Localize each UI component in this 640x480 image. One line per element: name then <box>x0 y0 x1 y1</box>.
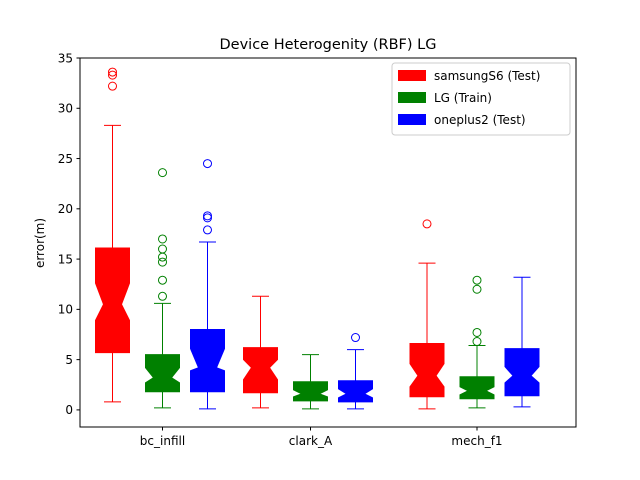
y-tick-label: 25 <box>58 152 73 166</box>
outlier-point <box>472 327 482 337</box>
box-mech_f1-1 <box>459 275 495 409</box>
outlier-point <box>108 67 117 77</box>
chart-title: Device Heterogenity (RBF) LG <box>220 37 437 53</box>
outlier-point <box>108 70 117 80</box>
legend: samsungS6 (Test) LG (Train) oneplus2 (Test… <box>391 62 571 136</box>
box-bc_infill-1 <box>145 168 180 409</box>
box-bc_infill-2 <box>190 159 225 410</box>
outlier-point <box>158 168 167 178</box>
y-tick-label: 5 <box>65 353 73 367</box>
plot-content <box>95 67 540 410</box>
y-tick-label: 30 <box>58 102 73 116</box>
box-bc_infill-0 <box>95 67 130 403</box>
x-tick-label: bc_infill <box>140 434 185 448</box>
x-tick-label: mech_f1 <box>451 434 502 448</box>
box-mech_f1-0 <box>409 219 445 410</box>
box-clark_A-1 <box>293 354 328 410</box>
legend-swatch <box>398 114 426 125</box>
notched-box <box>504 348 540 397</box>
outlier-point <box>472 284 482 294</box>
notched-box <box>338 380 373 403</box>
outlier-point <box>158 244 167 254</box>
notched-box <box>95 247 130 354</box>
legend-label: samsungS6 (Test) <box>434 69 540 83</box>
y-tick-label: 10 <box>58 303 73 317</box>
outlier-point <box>472 275 482 285</box>
outlier-point <box>158 275 167 285</box>
axes: 0 5 10 15 20 25 30 35 bc_infill clark_A mech_f1 <box>58 51 577 448</box>
notched-box <box>145 354 180 393</box>
outlier-point <box>108 81 117 91</box>
y-tick-label: 15 <box>58 252 73 266</box>
box-clark_A-0 <box>243 295 278 409</box>
box-mech_f1-2 <box>504 276 540 408</box>
legend-swatch <box>398 70 426 81</box>
outlier-point <box>351 333 360 343</box>
legend-label: oneplus2 (Test) <box>434 113 526 127</box>
legend-label: LG (Train) <box>434 91 492 105</box>
y-axis-label: error(m) <box>33 218 47 268</box>
outlier-point <box>158 234 167 244</box>
legend-frame <box>391 62 571 136</box>
outlier-point <box>158 291 167 301</box>
y-tick-label: 0 <box>65 403 73 417</box>
y-tick-label: 20 <box>58 202 73 216</box>
notched-box <box>190 329 225 393</box>
outlier-point <box>203 225 212 235</box>
box-clark_A-2 <box>338 333 373 410</box>
outlier-point <box>203 211 212 221</box>
notched-box <box>293 381 328 402</box>
outlier-point <box>472 337 482 347</box>
outlier-point <box>203 159 212 169</box>
axes-frame <box>79 57 577 428</box>
y-tick-label: 35 <box>58 51 73 65</box>
notched-box <box>243 347 278 394</box>
legend-swatch <box>398 92 426 103</box>
outlier-point <box>422 219 432 229</box>
notched-box <box>409 343 445 398</box>
outlier-point <box>158 257 167 267</box>
notched-box <box>459 376 495 400</box>
x-tick-label: clark_A <box>289 434 333 448</box>
